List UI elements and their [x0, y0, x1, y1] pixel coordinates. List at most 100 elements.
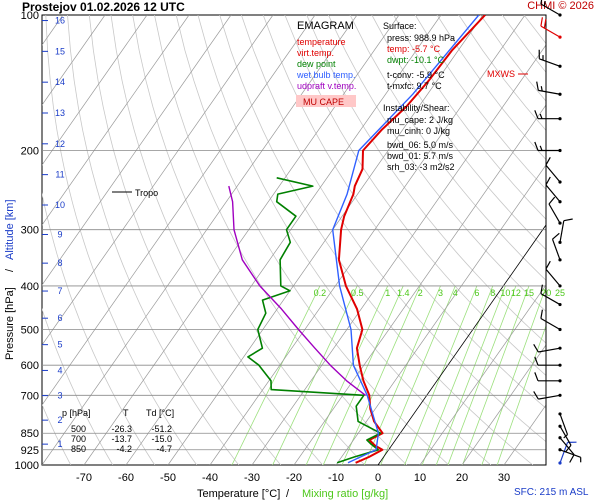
- surface-elevation: SFC: 215 m ASL: [514, 487, 589, 498]
- mixing-ratio-line: [496, 324, 546, 465]
- wind-barb-feather: [545, 157, 551, 166]
- wind-barb-dot: [558, 258, 562, 262]
- altitude-tick-label: 4: [57, 365, 62, 375]
- mixing-ratio-label: 1: [385, 288, 390, 298]
- wind-barb-feather: [533, 343, 539, 353]
- mixing-ratio-label: 0.2: [314, 288, 327, 298]
- pressure-tick-label: 1000: [15, 460, 39, 472]
- table-cell: -15.0: [151, 434, 172, 444]
- mixing-ratio-line: [447, 285, 517, 465]
- pressure-tick-label: 925: [21, 445, 39, 457]
- wind-barb-shaft: [559, 437, 575, 455]
- surface-heading: Surface:: [383, 21, 417, 31]
- dew-point-curve: [247, 177, 382, 464]
- isotherm: [42, 15, 316, 406]
- table-cell: -26.3: [111, 424, 132, 434]
- wind-barb-dot: [558, 35, 562, 39]
- udpraft-v-temp-curve: [228, 185, 366, 396]
- wind-barb-feather: [543, 19, 547, 29]
- mixing-ratio-label: 1.4: [397, 288, 410, 298]
- mu-cape: mu_cape: 2 J/kg: [387, 115, 453, 125]
- wind-barb: [540, 0, 562, 17]
- wind-barb-shaft: [545, 164, 561, 183]
- isotherm: [335, 164, 546, 465]
- wind-barb: [558, 436, 575, 463]
- plot-area: [41, 14, 547, 466]
- tropopause-label: Tropo: [135, 188, 158, 198]
- level-table: p [hPa] T Td [°C] 500 -26.3 -51.2 700 -1…: [62, 408, 174, 454]
- temperature-tick-label: -60: [118, 472, 134, 484]
- isotherm: [42, 15, 190, 226]
- pressure-tick-label: 200: [21, 146, 39, 158]
- temperature-tick-label: -10: [328, 472, 344, 484]
- mixing-ratio-label: 12: [511, 288, 521, 298]
- wind-barb-feather: [548, 196, 556, 205]
- pressure-tick-label: 400: [21, 281, 39, 293]
- mixing-ratio-line: [341, 285, 421, 465]
- temperature-tick-label: 10: [414, 472, 426, 484]
- isotherm: [42, 15, 232, 286]
- wind-barb: [548, 196, 562, 225]
- chart-title: Prostejov 01.02.2026 12 UTC: [22, 0, 185, 14]
- altitude-tick-label: 6: [57, 313, 62, 323]
- wind-barb-feather: [543, 0, 546, 7]
- mixing-ratio-label: 3: [438, 288, 443, 298]
- dry-adiabat: [306, 15, 546, 344]
- wind-barb-dot: [558, 412, 562, 416]
- wind-barb-dot: [558, 240, 562, 244]
- mu-cinh: mu_cinh: 0 J/kg: [387, 126, 450, 136]
- wind-barb-dot: [558, 461, 562, 465]
- wind-barb: [534, 110, 562, 121]
- altitude-tick-label: 3: [57, 391, 62, 401]
- copyright-text: CHMI © 2026: [527, 0, 594, 12]
- wind-barb-dot: [558, 436, 562, 440]
- wind-barb-dot: [558, 200, 562, 204]
- wind-barb-dot: [558, 92, 562, 96]
- isotherm: [377, 224, 546, 465]
- legend-item-updraft: udpraft v.temp.: [297, 81, 356, 91]
- wind-barb-dot: [558, 393, 562, 397]
- dry-adiabat: [589, 15, 600, 465]
- wind-barb: [534, 356, 562, 367]
- pressure-tick-label: 300: [21, 225, 39, 237]
- table-cell: -13.7: [111, 434, 132, 444]
- wind-barb-feather: [540, 86, 543, 92]
- temperature-tick-label: 20: [456, 472, 468, 484]
- wind-barb: [558, 412, 569, 439]
- wind-barb: [545, 157, 562, 184]
- temperature-tick-label: -20: [286, 472, 302, 484]
- legend-item-dew-point: dew point: [297, 59, 336, 69]
- mixing-ratio-line: [481, 285, 546, 465]
- altitude-tick-label: 8: [57, 258, 62, 268]
- wind-barb-feather: [563, 434, 568, 439]
- wind-barb: [540, 284, 562, 307]
- wind-barb-feather: [540, 309, 543, 319]
- wind-barb-feather: [534, 356, 539, 366]
- dry-adiabat: [328, 15, 546, 312]
- wind-barb-dot: [558, 424, 562, 428]
- wind-barb-feather: [564, 444, 572, 453]
- wind-barb-shaft: [551, 238, 561, 261]
- wind-barb-dot: [558, 363, 562, 367]
- wind-barb: [540, 17, 562, 39]
- temperature-tick-label: -30: [244, 472, 260, 484]
- dry-adiabat: [349, 15, 546, 281]
- wind-barb-shaft: [538, 347, 561, 353]
- wind-barb: [545, 176, 562, 204]
- isotherm: [293, 104, 546, 465]
- isotherm: [209, 15, 526, 465]
- surface-dwpt: dwpt: -10.1 °C: [387, 55, 445, 65]
- dry-adiabat: [284, 15, 546, 376]
- mixing-ratio-label: 0.5: [351, 288, 364, 298]
- mixing-ratio-label: 2: [418, 288, 423, 298]
- isotherm: [251, 44, 546, 465]
- wind-barb-dot: [558, 346, 562, 350]
- mixing-ratio-line: [462, 285, 530, 465]
- wind-barb-shaft: [540, 317, 561, 331]
- y-axis-label-sep: /: [4, 268, 16, 272]
- altitude-tick-label: 1: [57, 439, 62, 449]
- table-cell: -4.7: [156, 444, 172, 454]
- bwd-01: bwd_01: 5.7 m/s: [387, 151, 454, 161]
- wind-barb-dot: [558, 117, 562, 121]
